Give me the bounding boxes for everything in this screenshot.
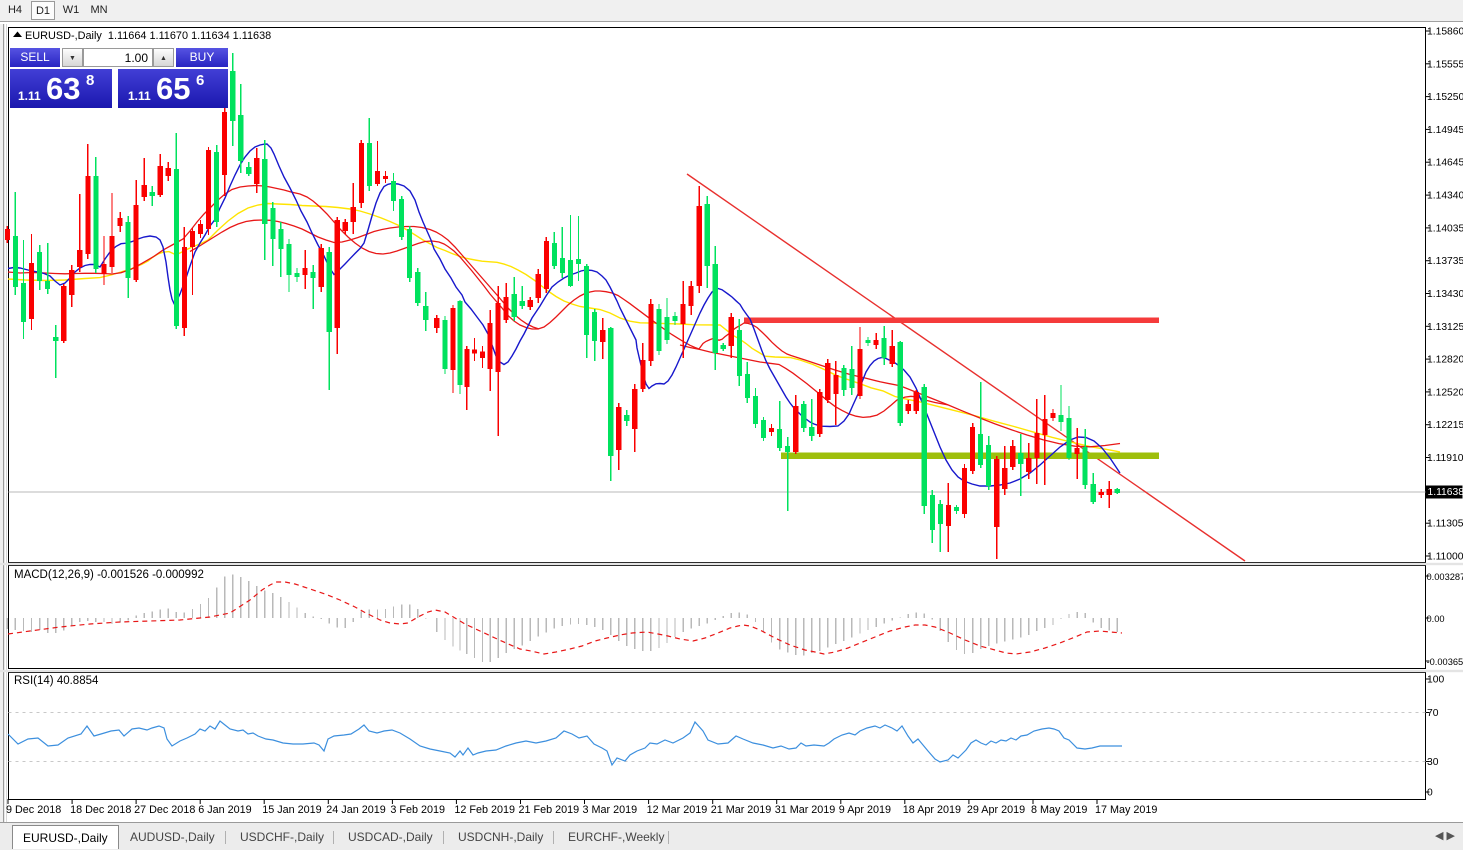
svg-text:1.11638: 1.11638 <box>1428 487 1463 498</box>
svg-text:3 Feb 2019: 3 Feb 2019 <box>390 804 445 816</box>
svg-text:18 Apr 2019: 18 Apr 2019 <box>903 804 961 816</box>
svg-text:1.14945: 1.14945 <box>1427 125 1463 136</box>
svg-text:0.00: 0.00 <box>1427 614 1445 624</box>
svg-text:18 Dec 2018: 18 Dec 2018 <box>70 804 131 816</box>
svg-text:0.003287: 0.003287 <box>1427 572 1463 582</box>
svg-text:17 May 2019: 17 May 2019 <box>1095 804 1157 816</box>
svg-text:21 Mar 2019: 21 Mar 2019 <box>711 804 772 816</box>
svg-text:1.15555: 1.15555 <box>1427 59 1463 70</box>
svg-text:31 Mar 2019: 31 Mar 2019 <box>775 804 836 816</box>
svg-text:1.14645: 1.14645 <box>1427 158 1463 169</box>
svg-text:MACD(12,26,9) -0.001526 -0.000: MACD(12,26,9) -0.001526 -0.000992 <box>14 569 204 581</box>
svg-text:21 Feb 2019: 21 Feb 2019 <box>519 804 580 816</box>
svg-text:-0.00365: -0.00365 <box>1427 657 1463 667</box>
svg-text:1.12520: 1.12520 <box>1427 387 1463 398</box>
svg-text:1.11000: 1.11000 <box>1427 552 1463 563</box>
svg-text:100: 100 <box>1427 675 1444 686</box>
svg-text:12 Mar 2019: 12 Mar 2019 <box>647 804 708 816</box>
svg-text:6 Jan 2019: 6 Jan 2019 <box>198 804 251 816</box>
svg-text:27 Dec 2018: 27 Dec 2018 <box>134 804 195 816</box>
svg-text:1.13125: 1.13125 <box>1427 322 1463 333</box>
svg-text:9 Dec 2018: 9 Dec 2018 <box>6 804 61 816</box>
svg-text:15 Jan 2019: 15 Jan 2019 <box>262 804 321 816</box>
svg-text:1.14035: 1.14035 <box>1427 223 1463 234</box>
svg-text:1.15250: 1.15250 <box>1427 92 1463 103</box>
svg-text:30: 30 <box>1427 757 1439 768</box>
svg-text:1.13735: 1.13735 <box>1427 256 1463 267</box>
svg-text:RSI(14) 40.8854: RSI(14) 40.8854 <box>14 675 99 687</box>
svg-text:12 Feb 2019: 12 Feb 2019 <box>454 804 515 816</box>
svg-text:8 May 2019: 8 May 2019 <box>1031 804 1087 816</box>
svg-text:1.15860: 1.15860 <box>1427 27 1463 38</box>
svg-text:24 Jan 2019: 24 Jan 2019 <box>326 804 385 816</box>
svg-text:0: 0 <box>1427 788 1433 799</box>
svg-text:70: 70 <box>1427 708 1439 719</box>
svg-text:1.11305: 1.11305 <box>1427 519 1463 530</box>
svg-text:EURUSD-,Daily 1.11664 1.11670: EURUSD-,Daily 1.11664 1.11670 1.11634 1.… <box>25 30 271 42</box>
svg-text:3 Mar 2019: 3 Mar 2019 <box>583 804 638 816</box>
svg-text:9 Apr 2019: 9 Apr 2019 <box>839 804 891 816</box>
svg-text:29 Apr 2019: 29 Apr 2019 <box>967 804 1025 816</box>
svg-text:1.12820: 1.12820 <box>1427 355 1463 366</box>
svg-text:1.11910: 1.11910 <box>1427 453 1463 464</box>
svg-text:1.12215: 1.12215 <box>1427 420 1463 431</box>
svg-text:1.13430: 1.13430 <box>1427 289 1463 300</box>
svg-text:1.14340: 1.14340 <box>1427 191 1463 202</box>
